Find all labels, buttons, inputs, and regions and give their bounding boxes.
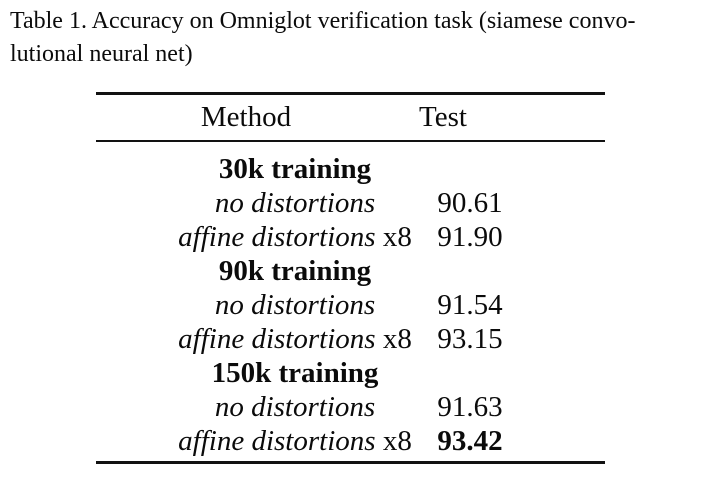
test-value: 91.90 bbox=[437, 221, 503, 253]
table-row: affine distortions x8 91.90 bbox=[96, 220, 605, 254]
method-label: 30k training bbox=[218, 153, 372, 185]
table-top-rule bbox=[96, 92, 605, 95]
test-value: 93.42 bbox=[437, 425, 503, 457]
table-row: affine distortions x8 93.15 bbox=[96, 322, 605, 356]
table-row: no distortions 90.61 bbox=[96, 186, 605, 220]
table-body: 30k training no distortions 90.61 affine… bbox=[96, 152, 605, 458]
table-header-row: Method Test bbox=[96, 95, 605, 140]
method-label: affine distortions bbox=[178, 221, 376, 253]
method-suffix: x8 bbox=[375, 221, 412, 253]
method-cell: no distortions bbox=[96, 390, 494, 424]
method-suffix: x8 bbox=[375, 323, 412, 355]
table-row-group-30k: 30k training bbox=[96, 152, 605, 186]
table-row-best: affine distortions x8 93.42 bbox=[96, 424, 605, 458]
column-header-test: Test bbox=[419, 101, 467, 133]
method-label: no distortions bbox=[214, 391, 376, 423]
method-label: 90k training bbox=[218, 255, 372, 287]
table-row: no distortions 91.63 bbox=[96, 390, 605, 424]
test-value: 91.54 bbox=[437, 289, 503, 321]
method-label: no distortions bbox=[214, 187, 376, 219]
method-cell: affine distortions x8 bbox=[96, 220, 494, 254]
method-cell: 90k training bbox=[96, 254, 494, 288]
method-cell: 150k training bbox=[96, 356, 494, 390]
method-label: no distortions bbox=[214, 289, 376, 321]
method-cell: affine distortions x8 bbox=[96, 424, 494, 458]
method-label: 150k training bbox=[211, 357, 379, 389]
test-value: 90.61 bbox=[437, 187, 503, 219]
table-row-group-90k: 90k training bbox=[96, 254, 605, 288]
method-suffix: x8 bbox=[375, 425, 412, 457]
method-cell: no distortions bbox=[96, 186, 494, 220]
table-row-group-150k: 150k training bbox=[96, 356, 605, 390]
method-label: affine distortions bbox=[178, 425, 376, 457]
table-bottom-rule bbox=[96, 461, 605, 464]
results-table: Method Test 30k training no distortions … bbox=[96, 92, 605, 465]
table-caption: Table 1. Accuracy on Omniglot verificati… bbox=[10, 8, 636, 67]
method-cell: 30k training bbox=[96, 152, 494, 186]
table-row: no distortions 91.54 bbox=[96, 288, 605, 322]
table-header-rule bbox=[96, 140, 605, 142]
method-cell: affine distortions x8 bbox=[96, 322, 494, 356]
test-value: 91.63 bbox=[437, 391, 503, 423]
method-label: affine distortions bbox=[178, 323, 376, 355]
method-cell: no distortions bbox=[96, 288, 494, 322]
column-header-method: Method bbox=[200, 101, 292, 133]
test-value: 93.15 bbox=[437, 323, 503, 355]
